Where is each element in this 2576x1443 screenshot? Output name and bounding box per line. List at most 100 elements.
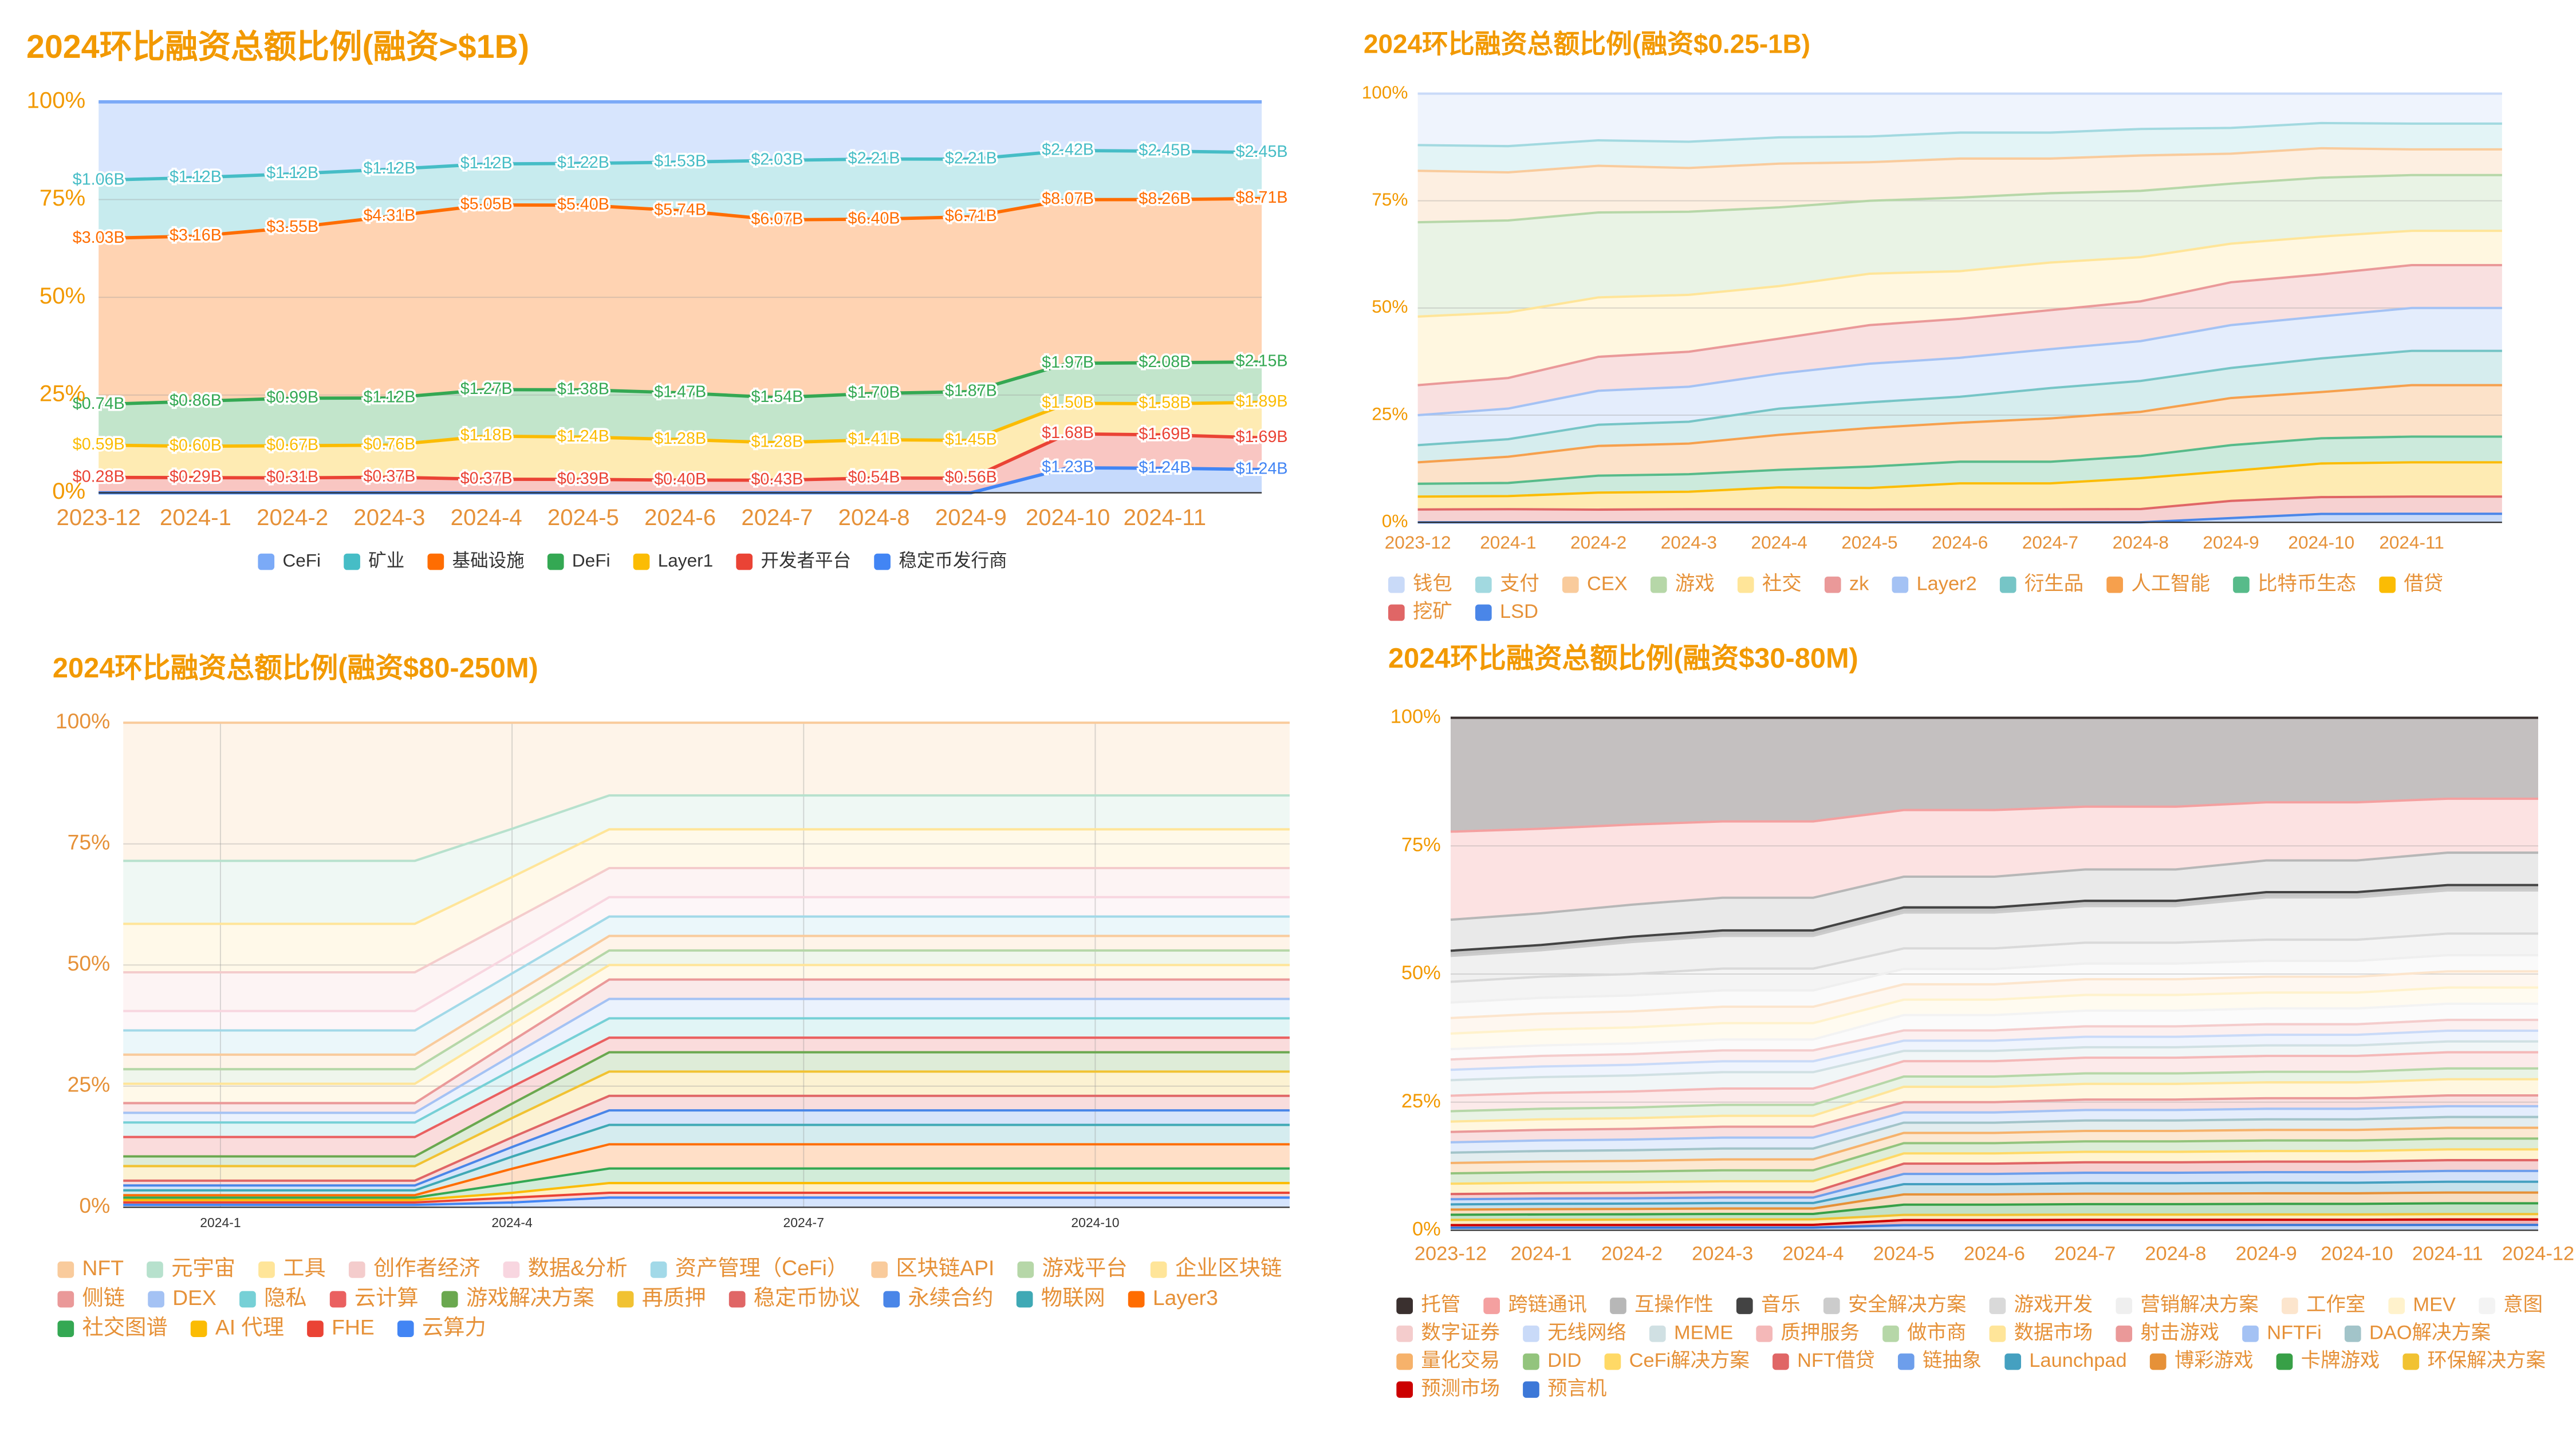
data-label: $0.28B <box>73 467 125 486</box>
legend-label: 无线网络 <box>1547 1322 1626 1343</box>
data-label: $1.38B <box>557 380 609 398</box>
y-tick-label: 0% <box>1412 1219 1441 1240</box>
legend-label: 环保解决方案 <box>2427 1350 2545 1371</box>
data-label: $1.70B <box>848 384 900 402</box>
y-tick-label: 25% <box>68 1073 111 1097</box>
legend-swatch <box>427 553 444 570</box>
x-tick-label: 2024-7 <box>741 504 813 530</box>
data-label: $0.76B <box>363 435 415 454</box>
data-label: $1.22B <box>557 153 609 172</box>
legend-item: MEV <box>2388 1294 2456 1316</box>
area-band <box>1450 1225 2538 1231</box>
data-label: $1.69B <box>1139 425 1191 443</box>
series-line <box>1450 1019 2538 1061</box>
legend-item: 矿业 <box>344 550 404 570</box>
legend-item: 互操作性 <box>1610 1294 1714 1316</box>
data-label: $0.31B <box>266 468 318 486</box>
legend-label: 创作者经济 <box>373 1256 480 1280</box>
y-tick-label: 50% <box>40 283 85 309</box>
series-line <box>99 400 1262 448</box>
series-line <box>99 196 1262 240</box>
series-line <box>1450 1137 2538 1175</box>
x-tick-label: 2024-1 <box>1480 532 1536 553</box>
series-line <box>1450 884 2538 952</box>
legend-label: 链抽象 <box>1923 1350 1982 1371</box>
legend-swatch <box>239 1291 256 1308</box>
data-label: $2.42B <box>1042 140 1094 159</box>
series-line <box>1450 1126 2538 1165</box>
x-tick-label: 2024-3 <box>353 504 425 530</box>
series-line <box>1450 797 2538 833</box>
area-band <box>1417 265 2502 416</box>
series-line <box>1450 1002 2538 1051</box>
legend-swatch <box>2282 1298 2298 1314</box>
x-tick-label: 2024-11 <box>1124 504 1206 530</box>
data-label: $1.45B <box>945 431 997 449</box>
x-tick-label: 2023-12 <box>1415 1243 1487 1265</box>
legend-swatch <box>1736 1298 1753 1314</box>
area-band <box>1417 385 2502 484</box>
area-band <box>1450 1203 2538 1220</box>
legend-item: 游戏解决方案 <box>441 1286 594 1310</box>
legend-swatch <box>1610 1298 1626 1314</box>
legend-label: Layer1 <box>658 550 713 570</box>
legend-swatch <box>190 1320 207 1337</box>
legend-swatch <box>397 1320 414 1337</box>
legend-swatch <box>2233 576 2250 593</box>
legend-item: DEX <box>148 1286 216 1310</box>
series-line <box>1450 1202 2538 1216</box>
legend-item: 游戏平台 <box>1017 1256 1128 1280</box>
legend-item: DAO解决方案 <box>2344 1322 2491 1343</box>
data-label: $1.28B <box>751 433 803 451</box>
legend-item: 数字证券 <box>1396 1322 1500 1343</box>
area-band <box>1417 514 2502 523</box>
area-band <box>123 1018 1290 1137</box>
legend-swatch <box>1150 1261 1167 1278</box>
legend-item: 安全解决方案 <box>1823 1294 1966 1316</box>
series-line <box>1417 495 2502 511</box>
area-band <box>1417 436 2502 497</box>
legend-swatch <box>2276 1353 2293 1370</box>
series-line <box>1417 435 2502 485</box>
y-tick-label: 25% <box>1372 403 1408 424</box>
legend-item: 游戏开发 <box>1989 1294 2093 1316</box>
data-label: $1.24B <box>1236 459 1288 478</box>
area-band <box>123 1038 1290 1157</box>
x-tick-label: 2024-8 <box>2113 532 2169 553</box>
x-tick-label: 2024-2 <box>1601 1243 1663 1265</box>
legend-swatch <box>1756 1325 1773 1342</box>
series-line <box>123 1182 1290 1201</box>
x-tick-label: 2024-4 <box>1782 1243 1844 1265</box>
series-line <box>1417 263 2502 387</box>
legend-swatch <box>1388 604 1405 621</box>
legend-item: 比特币生态 <box>2233 573 2356 594</box>
data-label: $0.43B <box>751 470 803 488</box>
legend-swatch <box>2004 1353 2022 1370</box>
area-band <box>1450 955 2538 1018</box>
legend-label: CEX <box>1587 573 1628 594</box>
legend-swatch <box>1483 1298 1500 1314</box>
legend-swatch <box>2106 576 2123 593</box>
legend-label: 意图 <box>2503 1294 2543 1316</box>
legend-swatch <box>883 1291 900 1308</box>
chart-title: 2024环比融资总额比例(融资>$1B) <box>26 29 529 65</box>
legend-item: 链抽象 <box>1897 1350 1982 1371</box>
legend-item: MEME <box>1649 1322 1733 1343</box>
legend-item: 稳定币协议 <box>728 1286 860 1310</box>
legend-label: 数据&分析 <box>528 1256 628 1280</box>
legend-swatch <box>736 553 753 570</box>
area-band <box>123 916 1290 1055</box>
series-line <box>1450 1224 2538 1229</box>
data-label: $5.05B <box>460 195 513 214</box>
legend-swatch <box>874 553 891 570</box>
data-label: $0.56B <box>945 468 997 487</box>
legend-swatch <box>1388 576 1405 593</box>
area-band <box>1450 1170 2538 1205</box>
area-band <box>123 1168 1290 1200</box>
legend-item: Layer3 <box>1128 1286 1218 1310</box>
legend-swatch <box>348 1261 365 1278</box>
area-band <box>99 467 1262 493</box>
legend-item: NFT借贷 <box>1773 1350 1875 1371</box>
series-line <box>123 1017 1290 1124</box>
